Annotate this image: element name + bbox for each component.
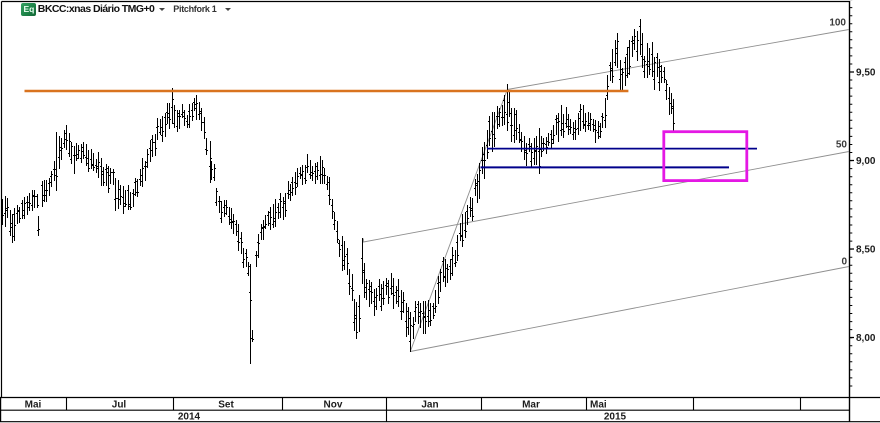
svg-text:Mai: Mai [590,400,607,411]
svg-text:Nov: Nov [324,400,343,411]
svg-text:9,50: 9,50 [856,68,876,79]
svg-text:Jan: Jan [421,400,438,411]
svg-text:8,00: 8,00 [856,333,876,344]
svg-text:Set: Set [218,400,234,411]
svg-text:9,00: 9,00 [856,156,876,167]
svg-text:0: 0 [841,257,847,268]
svg-text:8,50: 8,50 [856,245,876,256]
svg-text:Mai: Mai [25,400,42,411]
svg-text:Jul: Jul [112,400,127,411]
svg-text:50: 50 [836,140,848,151]
svg-text:2015: 2015 [604,412,627,423]
svg-text:2014: 2014 [178,412,201,423]
svg-text:100: 100 [829,18,846,29]
svg-text:Mar: Mar [522,400,540,411]
